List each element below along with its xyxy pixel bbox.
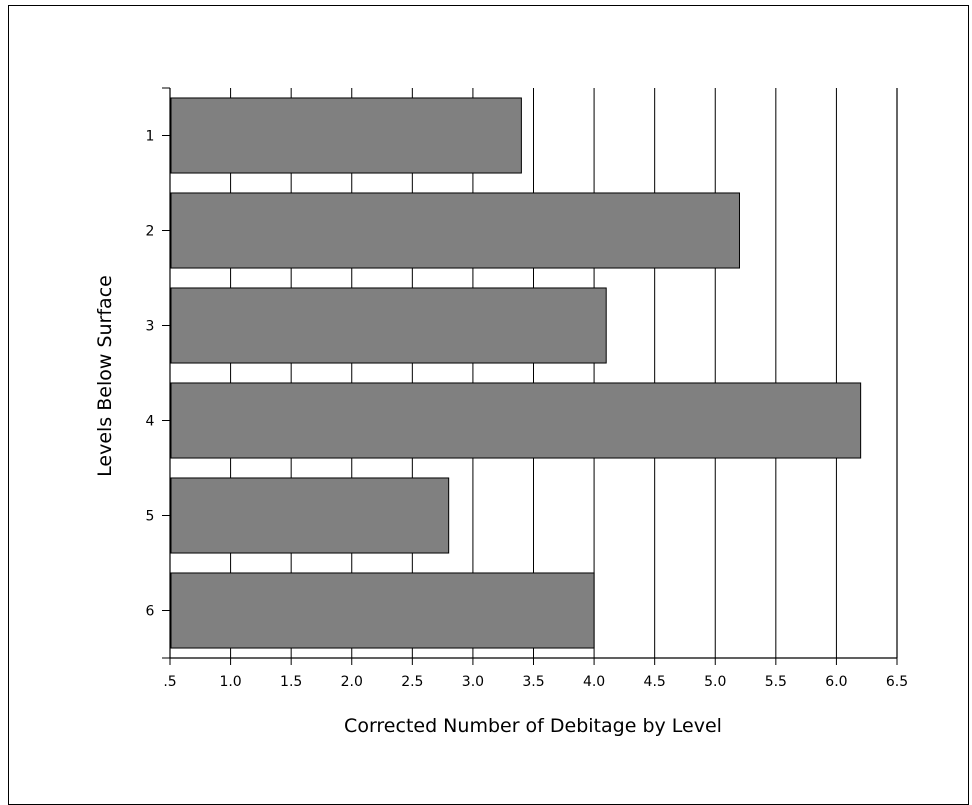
x-tick-label: 3.5 xyxy=(522,674,544,690)
x-tick-label: .5 xyxy=(163,674,176,690)
grid-lines xyxy=(230,88,837,658)
bar-level-2 xyxy=(170,192,740,269)
y-tick-label: 2 xyxy=(146,224,155,240)
y-tick-labels: 1 2 3 4 5 6 xyxy=(146,129,155,620)
bar-level-5 xyxy=(170,477,450,554)
x-tick-label: 2.0 xyxy=(341,674,363,690)
x-tick-label: 5.0 xyxy=(704,674,726,690)
y-tick-label: 1 xyxy=(146,129,155,145)
x-tick-label: 4.5 xyxy=(644,674,666,690)
y-tick-label: 5 xyxy=(146,509,155,525)
bars xyxy=(170,97,862,649)
bar-level-6 xyxy=(170,572,595,649)
x-axis-title: Corrected Number of Debitage by Level xyxy=(344,715,722,737)
x-tick-labels: .5 1.0 1.5 2.0 2.5 3.0 3.5 4.0 4.5 5.0 5.5 6.0 6.5 xyxy=(163,674,908,690)
x-tick-label: 4.0 xyxy=(583,674,605,690)
x-tick-label: 1.5 xyxy=(280,674,302,690)
bar-level-4 xyxy=(170,382,862,459)
x-tick-label: 1.0 xyxy=(219,674,241,690)
bar-level-3 xyxy=(170,287,607,364)
x-tick-label: 6.0 xyxy=(825,674,847,690)
y-tick-label: 4 xyxy=(146,414,155,430)
axes xyxy=(162,87,898,665)
x-tick-label: 3.0 xyxy=(462,674,484,690)
y-axis-title: Levels Below Surface xyxy=(94,275,116,477)
y-tick-label: 6 xyxy=(146,604,155,620)
y-tick-label: 3 xyxy=(146,319,155,335)
x-tick-label: 6.5 xyxy=(886,674,908,690)
x-tick-label: 2.5 xyxy=(401,674,423,690)
x-tick-label: 5.5 xyxy=(765,674,787,690)
bar-level-1 xyxy=(170,97,522,174)
